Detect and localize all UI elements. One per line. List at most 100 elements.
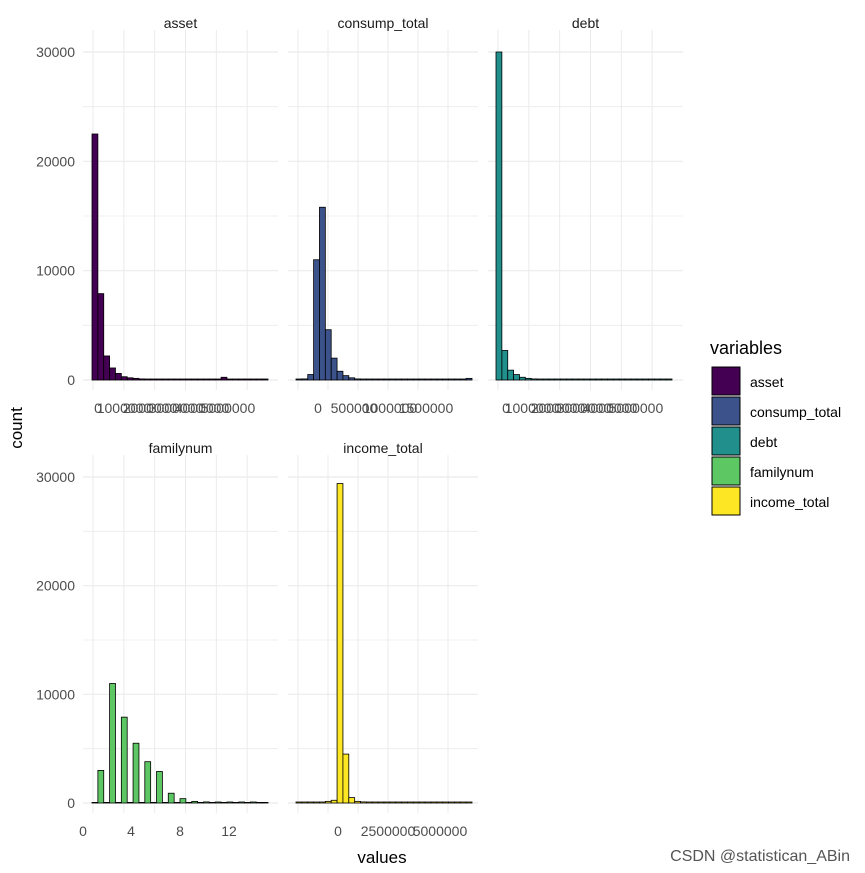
histogram-bar xyxy=(255,802,263,804)
histogram-bar xyxy=(389,801,397,804)
histogram-bar xyxy=(453,801,461,804)
histogram-bar xyxy=(173,378,181,381)
histogram-bar xyxy=(407,378,414,381)
y-tick-label: 30000 xyxy=(36,44,75,60)
histogram-bar xyxy=(560,378,567,381)
histogram-bar xyxy=(659,378,667,381)
histogram-bar xyxy=(244,378,251,381)
histogram-bar xyxy=(360,801,367,804)
histogram-bar xyxy=(330,799,338,804)
legend-swatch xyxy=(711,426,741,456)
histogram-bar xyxy=(360,378,367,381)
histogram-bar xyxy=(648,378,655,381)
facet-label: asset xyxy=(164,15,198,31)
x-tick-label: 5000000 xyxy=(413,823,468,839)
legend-title: variables xyxy=(710,338,782,358)
x-tick-label: 500000 xyxy=(331,400,378,416)
histogram-bar xyxy=(495,51,503,381)
x-tick-label: 2000000 xyxy=(531,400,586,416)
histogram-bar xyxy=(156,378,163,381)
histogram-bar xyxy=(144,378,152,381)
histogram-bar xyxy=(120,716,128,804)
histogram-bar xyxy=(636,378,644,381)
x-tick-label: 0 xyxy=(502,400,510,416)
histogram-bar xyxy=(448,378,455,381)
x-tick-label: 1000000 xyxy=(363,400,418,416)
histogram-bar xyxy=(418,378,426,381)
histogram-bar xyxy=(103,355,111,381)
x-tick-label: 0 xyxy=(314,400,322,416)
facet-panels: asset01000000200000030000004000000500000… xyxy=(36,15,683,839)
histogram-bar xyxy=(208,378,216,381)
histogram-bar xyxy=(530,378,538,381)
histogram-bar xyxy=(197,378,204,381)
histogram-bar xyxy=(126,377,134,381)
x-tick-label: 0 xyxy=(334,823,342,839)
histogram-bar xyxy=(377,378,385,381)
legend-label: consump_total xyxy=(750,404,841,420)
histogram-bar xyxy=(336,483,344,804)
histogram-bar xyxy=(197,802,204,804)
histogram-bar xyxy=(424,378,432,381)
x-tick-label: 1000000 xyxy=(97,400,152,416)
x-tick-label: 2000000 xyxy=(123,400,178,416)
histogram-bar xyxy=(571,378,579,381)
histogram-bar xyxy=(249,378,257,381)
x-tick-label: 2500000 xyxy=(361,823,416,839)
histogram-bar xyxy=(383,378,391,381)
x-tick-label: 0 xyxy=(79,823,87,839)
histogram-bar xyxy=(371,801,379,804)
histogram-bar xyxy=(120,376,128,381)
legend-swatch xyxy=(711,486,741,516)
histogram-bar xyxy=(232,378,240,381)
histogram-bar xyxy=(324,800,332,804)
x-tick-label: 0 xyxy=(94,400,102,416)
histogram-bar xyxy=(342,753,350,804)
histogram-bar xyxy=(138,802,146,804)
histogram-bar xyxy=(301,801,309,804)
x-tick-label: 4 xyxy=(127,823,135,839)
histogram-bar xyxy=(665,378,673,381)
histogram-bar xyxy=(354,378,361,381)
histogram-bar xyxy=(448,801,455,804)
histogram-bar xyxy=(313,259,320,381)
x-tick-label: 1500000 xyxy=(399,400,454,416)
histogram-bar xyxy=(301,378,309,381)
histogram-bar xyxy=(109,683,116,804)
histogram-bar xyxy=(536,378,544,381)
legend-swatch xyxy=(711,366,741,396)
histogram-bar xyxy=(436,378,444,381)
x-tick-label: 5000000 xyxy=(201,400,256,416)
legend-swatch xyxy=(711,396,741,426)
histogram-bar xyxy=(167,378,175,381)
histogram-bar xyxy=(185,802,193,804)
histogram-bar xyxy=(261,378,269,381)
histogram-bar xyxy=(324,329,332,381)
histogram-bar xyxy=(383,801,391,804)
histogram-bar xyxy=(465,801,473,804)
x-tick-label: 8 xyxy=(176,823,184,839)
histogram-bar xyxy=(97,770,105,804)
histogram-bar xyxy=(179,798,187,804)
histogram-bar xyxy=(618,378,626,381)
histogram-bar xyxy=(595,378,602,381)
histogram-bar xyxy=(232,802,240,804)
histogram-bar xyxy=(354,800,361,804)
histogram-bar xyxy=(430,378,438,381)
x-tick-label: 3000000 xyxy=(149,400,204,416)
histogram-bar xyxy=(238,378,245,381)
y-tick-label: 0 xyxy=(67,372,75,388)
histogram-bar xyxy=(255,378,263,381)
histogram-bar xyxy=(577,378,585,381)
histogram-bar xyxy=(424,801,432,804)
y-tick-label: 30000 xyxy=(36,469,75,485)
histogram-bar xyxy=(97,293,105,381)
histogram-bar xyxy=(91,802,99,804)
histogram-bar xyxy=(548,378,556,381)
histogram-bar xyxy=(295,801,303,804)
histogram-bar xyxy=(203,378,210,381)
histogram-bar xyxy=(115,802,122,804)
x-tick-label: 1000000 xyxy=(505,400,560,416)
